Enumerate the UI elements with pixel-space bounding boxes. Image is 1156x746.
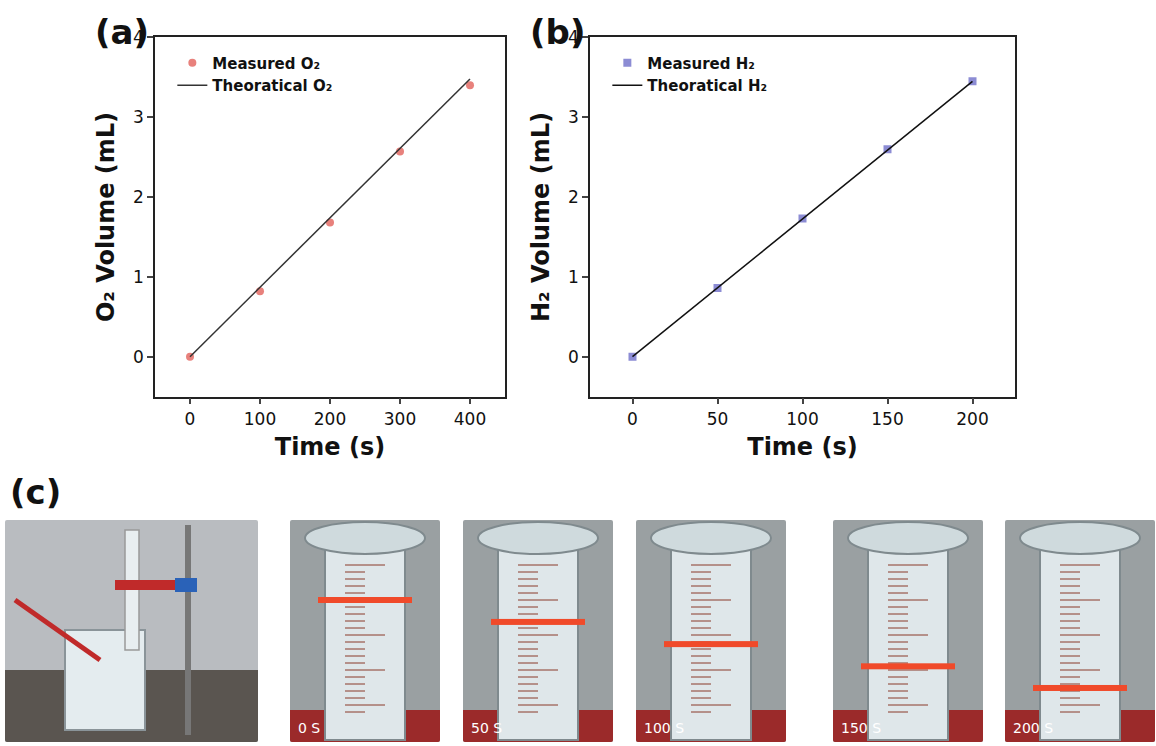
- svg-text:200: 200: [314, 409, 346, 429]
- html-text:150 S: 150 S: [841, 720, 882, 736]
- svg-text:0: 0: [133, 347, 144, 367]
- html-text:0 S: 0 S: [298, 720, 321, 736]
- svg-text:3: 3: [568, 107, 579, 127]
- svg-text:Time (s): Time (s): [275, 433, 385, 461]
- svg-text:0: 0: [185, 409, 196, 429]
- svg-text:3: 3: [133, 107, 144, 127]
- svg-text:(a): (a): [95, 12, 149, 52]
- svg-text:0: 0: [568, 347, 579, 367]
- svg-text:H₂ Volume (mL): H₂ Volume (mL): [527, 112, 555, 322]
- svg-text:150: 150: [871, 409, 903, 429]
- svg-text:O₂ Volume (mL): O₂ Volume (mL): [92, 112, 120, 322]
- svg-text:Theoratical H₂: Theoratical H₂: [647, 77, 767, 95]
- svg-text:4: 4: [568, 27, 579, 47]
- svg-text:100: 100: [244, 409, 276, 429]
- svg-text:4: 4: [133, 27, 144, 47]
- svg-text:Theoratical O₂: Theoratical O₂: [212, 77, 332, 95]
- svg-text:100: 100: [786, 409, 818, 429]
- html-text:200 S: 200 S: [1013, 720, 1054, 736]
- svg-text:2: 2: [133, 187, 144, 207]
- html-text:50 S: 50 S: [471, 720, 503, 736]
- svg-text:0: 0: [627, 409, 638, 429]
- svg-text:1: 1: [133, 267, 144, 287]
- svg-text:1: 1: [568, 267, 579, 287]
- svg-text:Time (s): Time (s): [747, 433, 857, 461]
- svg-text:400: 400: [454, 409, 486, 429]
- svg-text:50: 50: [707, 409, 729, 429]
- svg-text:Measured O₂: Measured O₂: [212, 55, 320, 73]
- html-text:100 S: 100 S: [644, 720, 685, 736]
- svg-text:(b): (b): [530, 12, 585, 52]
- svg-text:2: 2: [568, 187, 579, 207]
- html-text:(c): (c): [10, 472, 62, 512]
- svg-text:300: 300: [384, 409, 416, 429]
- svg-text:200: 200: [956, 409, 988, 429]
- svg-text:Measured H₂: Measured H₂: [647, 55, 754, 73]
